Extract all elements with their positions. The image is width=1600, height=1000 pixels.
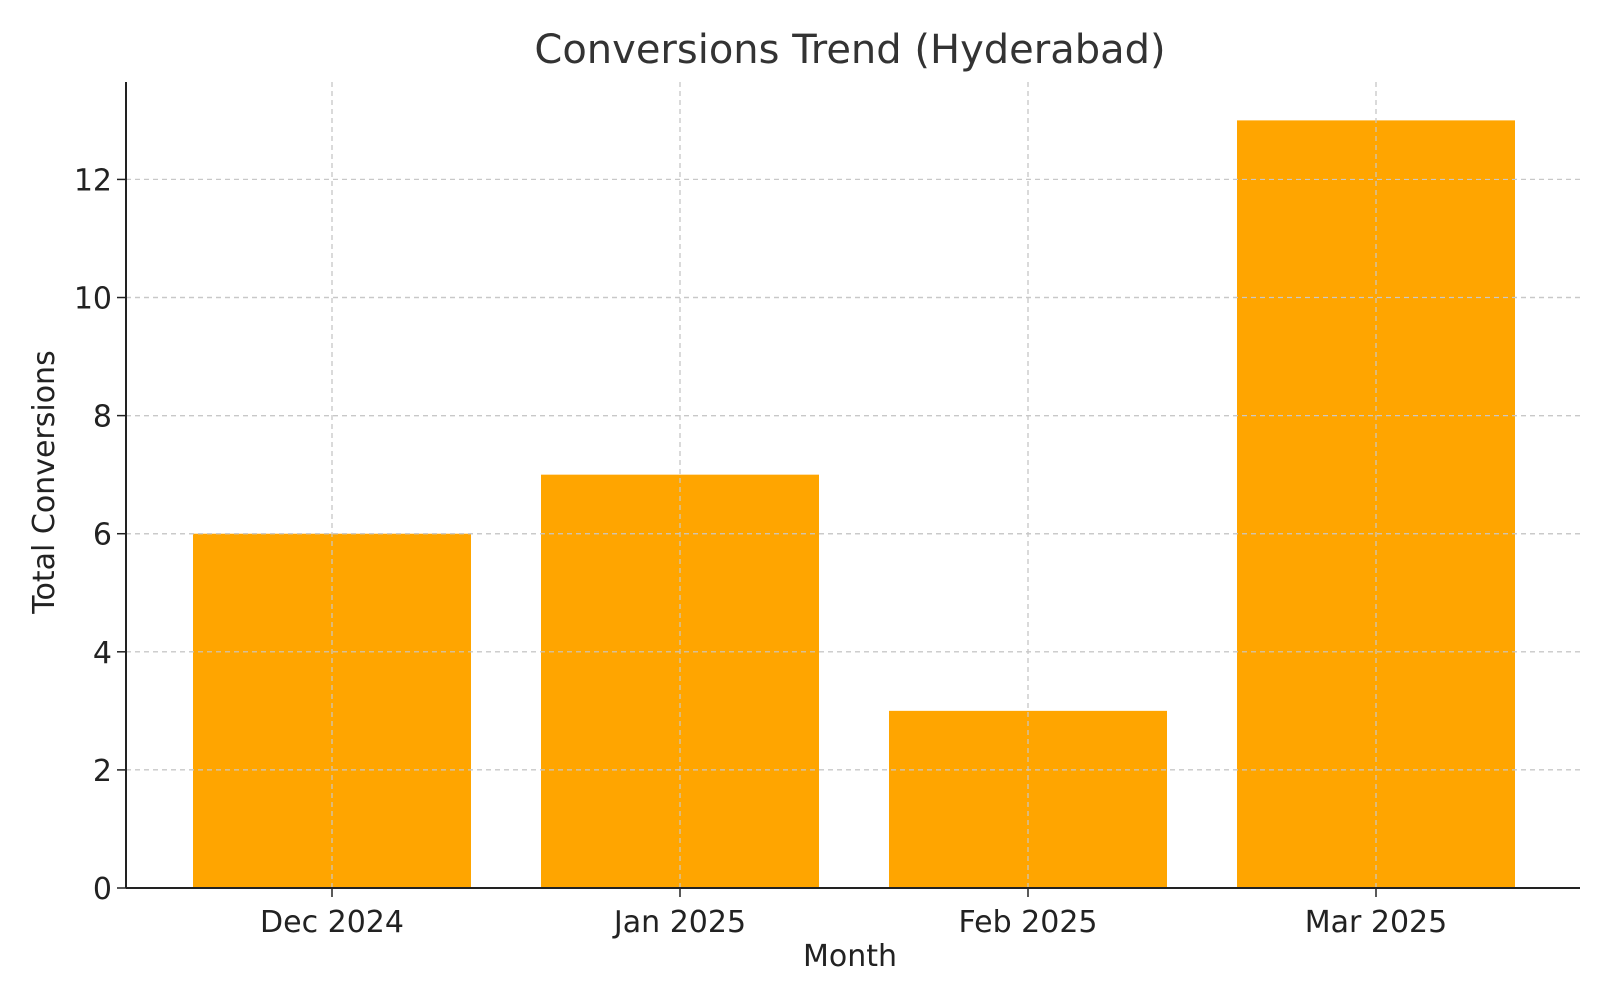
x-tick-label: Mar 2025 bbox=[1305, 905, 1448, 940]
bars bbox=[126, 82, 1580, 888]
y-tick-label: 12 bbox=[74, 163, 112, 198]
chart-title: Conversions Trend (Hyderabad) bbox=[534, 27, 1165, 73]
x-tick-label: Feb 2025 bbox=[959, 905, 1098, 940]
bar-feb-2025 bbox=[889, 710, 1167, 888]
y-tick-label: 0 bbox=[93, 872, 112, 907]
x-tick-label: Jan 2025 bbox=[612, 905, 746, 940]
y-tick-label: 4 bbox=[93, 636, 112, 671]
y-tick-label: 2 bbox=[93, 754, 112, 789]
axes bbox=[125, 82, 1580, 889]
y-tick-label: 10 bbox=[74, 282, 112, 317]
ticks: 0 2 4 6 8 10 12 Dec 2024 Jan 2025 Feb 2025 Mar 202… bbox=[74, 163, 1447, 940]
y-tick-label: 6 bbox=[93, 518, 112, 553]
x-axis-label: Month bbox=[803, 939, 897, 974]
y-tick-label: 8 bbox=[93, 400, 112, 435]
bar-dec-2024 bbox=[193, 533, 471, 888]
y-axis-label: Total Conversions bbox=[27, 350, 62, 614]
x-tick-label: Dec 2024 bbox=[260, 905, 404, 940]
